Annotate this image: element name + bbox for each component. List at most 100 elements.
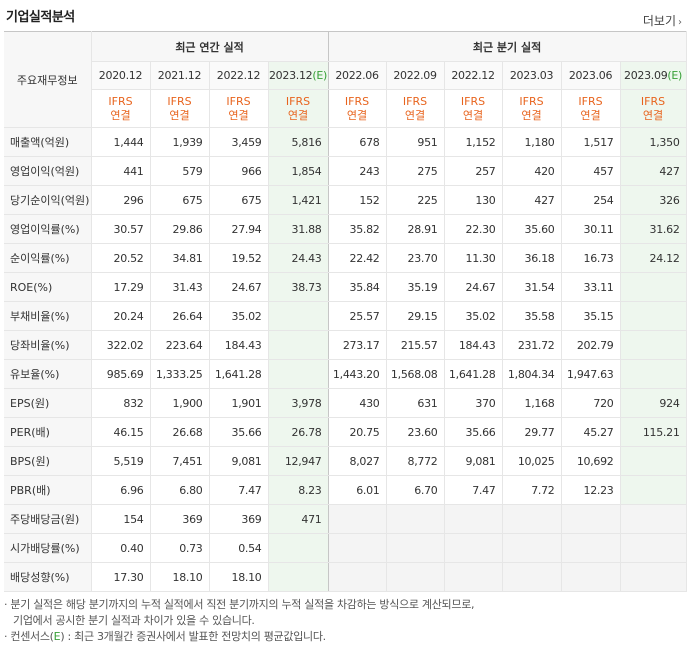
table-cell: 31.88 — [268, 214, 329, 244]
table-cell: 26.64 — [150, 301, 210, 331]
row-label: 시가배당률(%) — [4, 533, 92, 563]
table-cell: 7.47 — [209, 475, 269, 505]
table-cell: 7.47 — [444, 475, 503, 505]
table-cell: 30.11 — [561, 214, 621, 244]
table-cell: 427 — [502, 185, 562, 215]
table-cell — [386, 562, 445, 592]
consolidated-label: 연결 — [346, 108, 368, 122]
row-label: ROE(%) — [4, 272, 92, 302]
table-cell: 33.11 — [561, 272, 621, 302]
table-cell: 6.96 — [91, 475, 151, 505]
ifrs-label: IFRS — [285, 94, 311, 108]
table-cell: 35.82 — [328, 214, 387, 244]
table-cell: 184.43 — [209, 330, 269, 360]
table-cell: 29.15 — [386, 301, 445, 331]
table-cell: 1,180 — [502, 127, 562, 157]
table-cell: 5,816 — [268, 127, 329, 157]
row-label: 영업이익(억원) — [4, 156, 92, 186]
ifrs-header: IFRS 연결 — [209, 89, 269, 128]
table-cell: 273.17 — [328, 330, 387, 360]
ifrs-label: IFRS — [226, 94, 251, 108]
table-cell: 231.72 — [502, 330, 562, 360]
more-link[interactable]: 더보기 › — [643, 12, 682, 29]
table-cell — [328, 562, 387, 592]
table-cell: 202.79 — [561, 330, 621, 360]
table-row: 순이익률(%) 20.52 34.81 19.52 24.43 22.42 23.70 11.… — [4, 243, 687, 273]
table-cell: 18.10 — [209, 562, 269, 592]
table-cell: 420 — [502, 156, 562, 186]
ifrs-header: IFRS 연결 — [502, 89, 562, 128]
table-cell: 720 — [561, 388, 621, 418]
estimate-marker: (E) — [667, 69, 683, 82]
table-cell: 1,641.28 — [209, 359, 269, 389]
table-cell: 10,025 — [502, 446, 562, 476]
table-cell: 675 — [209, 185, 269, 215]
row-label: 유보율(%) — [4, 359, 92, 389]
table-cell — [386, 533, 445, 563]
table-cell: 832 — [91, 388, 151, 418]
consolidated-label: 연결 — [521, 108, 542, 122]
row-label: EPS(원) — [4, 388, 92, 418]
ifrs-label: IFRS — [167, 94, 192, 108]
table-cell: 29.86 — [150, 214, 210, 244]
table-cell: 1,854 — [268, 156, 329, 186]
more-label[interactable]: 더보기 — [642, 14, 676, 28]
table-cell: 19.52 — [209, 243, 269, 273]
table-cell: 1,152 — [444, 127, 503, 157]
annual-group-header: 최근 연간 실적 — [91, 31, 329, 62]
ifrs-label: IFRS — [640, 94, 666, 108]
row-label: PBR(배) — [4, 475, 92, 505]
table-cell: 152 — [328, 185, 387, 215]
footnote-1-cont: 기업에서 공시한 분기 실적과 차이가 있을 수 있습니다. — [13, 614, 255, 627]
table-cell — [444, 504, 503, 534]
table-cell: 26.78 — [268, 417, 329, 447]
period-header: 2023.06 — [561, 61, 621, 90]
table-cell — [386, 504, 445, 534]
table-cell: 24.12 — [620, 243, 687, 273]
table-cell: 17.30 — [91, 562, 151, 592]
table-cell — [502, 533, 562, 563]
table-cell: 1,444 — [91, 127, 151, 157]
table-cell: 275 — [386, 156, 445, 186]
table-cell: 6.80 — [150, 475, 210, 505]
financial-table: 주요재무정보 최근 연간 실적 최근 분기 실적 2020.12 2021.12 2… — [4, 31, 687, 592]
footnotes: · 분기 실적은 해당 분기까지의 누적 실적에서 직전 분기까지의 누적 실적… — [4, 597, 475, 645]
table-cell: 254 — [561, 185, 621, 215]
table-cell: 31.54 — [502, 272, 562, 302]
section-title: 기업실적분석 — [6, 10, 75, 25]
period-label: 2023.03 — [509, 69, 554, 82]
table-cell: 370 — [444, 388, 503, 418]
table-cell: 0.73 — [150, 533, 210, 563]
period-label: 2022.09 — [393, 69, 437, 82]
table-cell: 23.60 — [386, 417, 445, 447]
table-cell: 20.24 — [91, 301, 151, 331]
table-cell: 326 — [620, 185, 687, 215]
table-row: BPS(원) 5,519 7,451 9,081 12,947 8,027 8,772 9,0… — [4, 446, 687, 476]
table-cell: 1,804.34 — [502, 359, 562, 389]
table-cell — [620, 446, 687, 476]
table-cell: 7,451 — [150, 446, 210, 476]
table-cell: 1,350 — [620, 127, 687, 157]
footnote-2: · 컨센서스(E) : 최근 3개월간 증권사에서 발표한 전망치의 평균값입니… — [4, 629, 474, 645]
period-header: 2022.06 — [328, 61, 387, 90]
table-cell: 31.43 — [150, 272, 210, 302]
table-cell: 17.29 — [91, 272, 151, 302]
table-cell: 38.73 — [268, 272, 329, 302]
table-cell: 9,081 — [209, 446, 269, 476]
footnote-1: · 분기 실적은 해당 분기까지의 누적 실적에서 직전 분기까지의 누적 실적… — [4, 598, 475, 611]
table-cell — [502, 504, 562, 534]
table-cell — [561, 533, 621, 563]
table-cell — [444, 533, 503, 563]
row-label: 당기순이익(억원) — [4, 185, 92, 215]
ifrs-label: IFRS — [344, 94, 370, 108]
table-cell — [268, 301, 329, 331]
table-cell: 18.10 — [150, 562, 210, 592]
table-row: 배당성향(%) 17.30 18.10 18.10 — [4, 562, 687, 592]
table-cell: 1,900 — [150, 388, 210, 418]
table-cell — [444, 562, 503, 592]
ifrs-label: IFRS — [460, 94, 486, 108]
table-cell: 115.21 — [620, 417, 687, 447]
table-cell: 9,081 — [444, 446, 503, 476]
period-label: 2022.12 — [216, 69, 261, 82]
table-cell — [620, 330, 687, 360]
